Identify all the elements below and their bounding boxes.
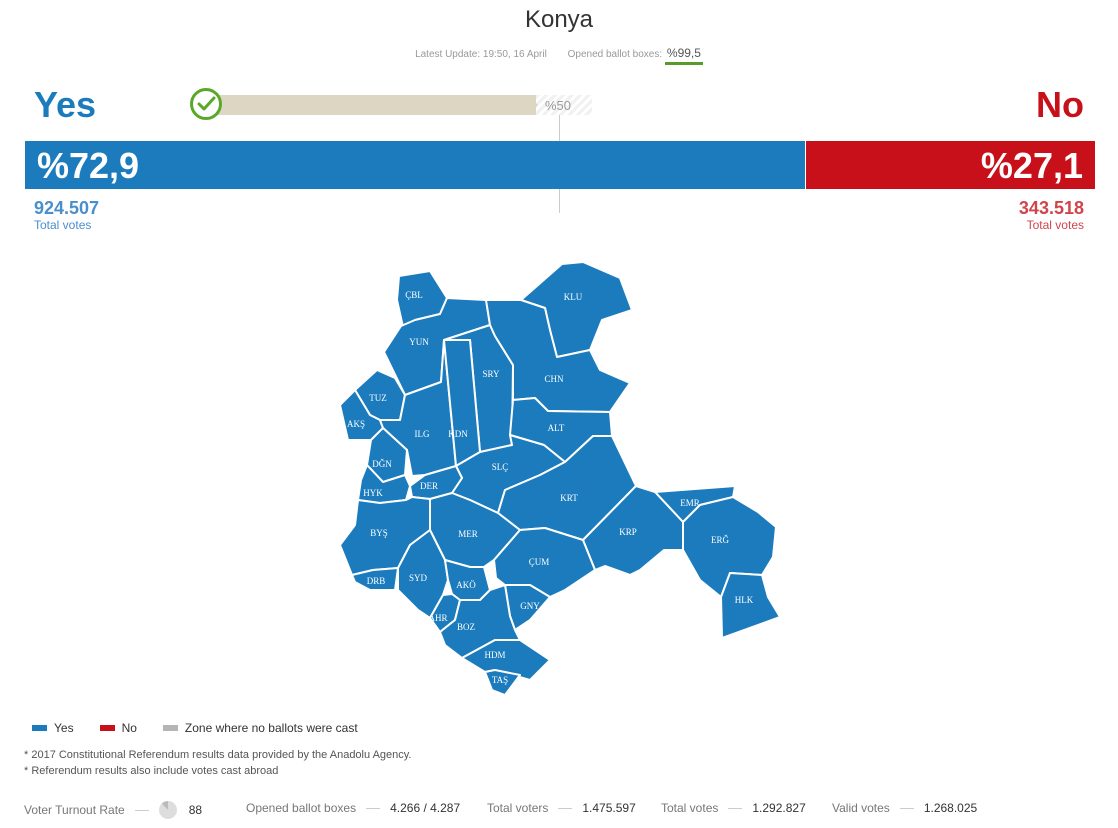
half-line [559,115,560,141]
legend-yes: Yes [32,721,74,735]
check-icon [190,88,222,120]
district-çum[interactable] [493,527,596,598]
stat-opened-value: 4.266 / 4.287 [390,801,461,815]
district-label: KDN [448,429,468,439]
half-label: %50 [545,98,572,113]
yes-percentage: %72,9 [37,145,140,186]
district-label: DER [420,481,438,491]
district-label: BOZ [457,622,475,632]
district-label: AKÖ [456,580,476,590]
stat-total-voters-label: Total voters [487,801,549,815]
district-label: SRY [482,369,500,379]
stat-turnout-value: 88 [188,803,203,817]
no-label: No [1036,84,1084,125]
stat-total-votes-value: 1.292.827 [752,801,806,815]
update-line: Latest Update: 19:50, 16 April Opened ba… [0,46,1118,65]
district-label: HLK [735,595,754,605]
district-syd[interactable] [397,529,449,619]
stat-total-votes-label: Total votes [661,801,719,815]
district-label: ÇBL [405,290,423,300]
district-label: KRP [619,527,637,537]
winner-progress-bar [206,95,536,115]
stat-turnout: Voter Turnout Rate 88 [24,801,202,819]
district-hlk[interactable] [720,572,781,639]
no-votes: 343.518 [1018,198,1084,218]
yes-votes-label: Total votes [34,218,92,232]
stat-total-voters-value: 1.475.597 [582,801,636,815]
legend-yes-swatch [32,725,47,731]
winner-progress-tip [528,95,538,115]
district-label: KRT [560,493,578,503]
opened-boxes-label: Opened ballot boxes: [567,49,663,60]
latest-update: Latest Update: 19:50, 16 April [415,49,547,60]
half-line [559,189,560,213]
district-label: TAŞ [492,675,508,685]
yes-votes: 924.507 [34,198,100,218]
legend: Yes No Zone where no ballots were cast [32,721,384,735]
stat-valid-votes-label: Valid votes [832,801,890,815]
legend-no: No [99,721,137,735]
district-taş[interactable] [484,669,521,696]
half-marker [536,95,592,115]
district-label: ALT [548,423,565,433]
district-drb[interactable] [351,567,399,591]
district-label: EMR [680,498,700,508]
district-label: ILG [415,429,430,439]
district-label: TUZ [369,393,387,403]
turnout-pie-icon [158,801,177,819]
legend-yes-label: Yes [54,721,74,735]
district-label: HYK [363,488,383,498]
district-label: SLÇ [492,462,509,472]
yes-share-bar: %72,9 [25,141,805,189]
no-votes-label: Total votes [1026,218,1084,232]
district-label: GNY [520,601,540,611]
district-label: DĞN [372,459,392,469]
stat-opened-label: Opened ballot boxes [246,801,357,815]
source-note: * 2017 Constitutional Referendum results… [24,749,412,761]
legend-none-label: Zone where no ballots were cast [184,721,358,735]
page-title: Konya [524,6,594,33]
legend-no-label: No [121,721,137,735]
legend-no-swatch [99,725,115,731]
district-label: AKŞ [347,419,365,429]
district-label: BYŞ [370,528,388,538]
district-krp[interactable] [582,485,684,576]
district-label: KLU [564,292,583,302]
stat-total-votes: Total votes 1.292.827 [661,801,806,815]
district-label: DRB [367,576,386,586]
district-label: YUN [409,337,429,347]
district-label: CHN [544,374,564,384]
stat-total-voters: Total voters 1.475.597 [487,801,636,815]
district-label: MER [458,529,478,539]
district-label: SYD [409,573,428,583]
district-label: HDM [484,650,505,660]
stat-valid-votes-value: 1.268.025 [923,801,978,815]
district-label: AHR [428,613,447,623]
district-label: ERĞ [711,535,730,545]
legend-none-swatch [162,725,178,731]
stat-valid-votes: Valid votes 1.268.025 [832,801,977,815]
no-share-bar: %27,1 [806,141,1095,189]
legend-none: Zone where no ballots were cast [162,721,358,735]
district-label: ÇUM [529,557,550,567]
no-percentage: %27,1 [980,145,1083,186]
abroad-note: * Referendum results also include votes … [24,765,279,777]
stat-turnout-label: Voter Turnout Rate [24,803,125,817]
stat-opened: Opened ballot boxes 4.266 / 4.287 [246,801,460,815]
yes-label: Yes [34,84,97,125]
opened-boxes-value: %99,5 [664,46,703,65]
